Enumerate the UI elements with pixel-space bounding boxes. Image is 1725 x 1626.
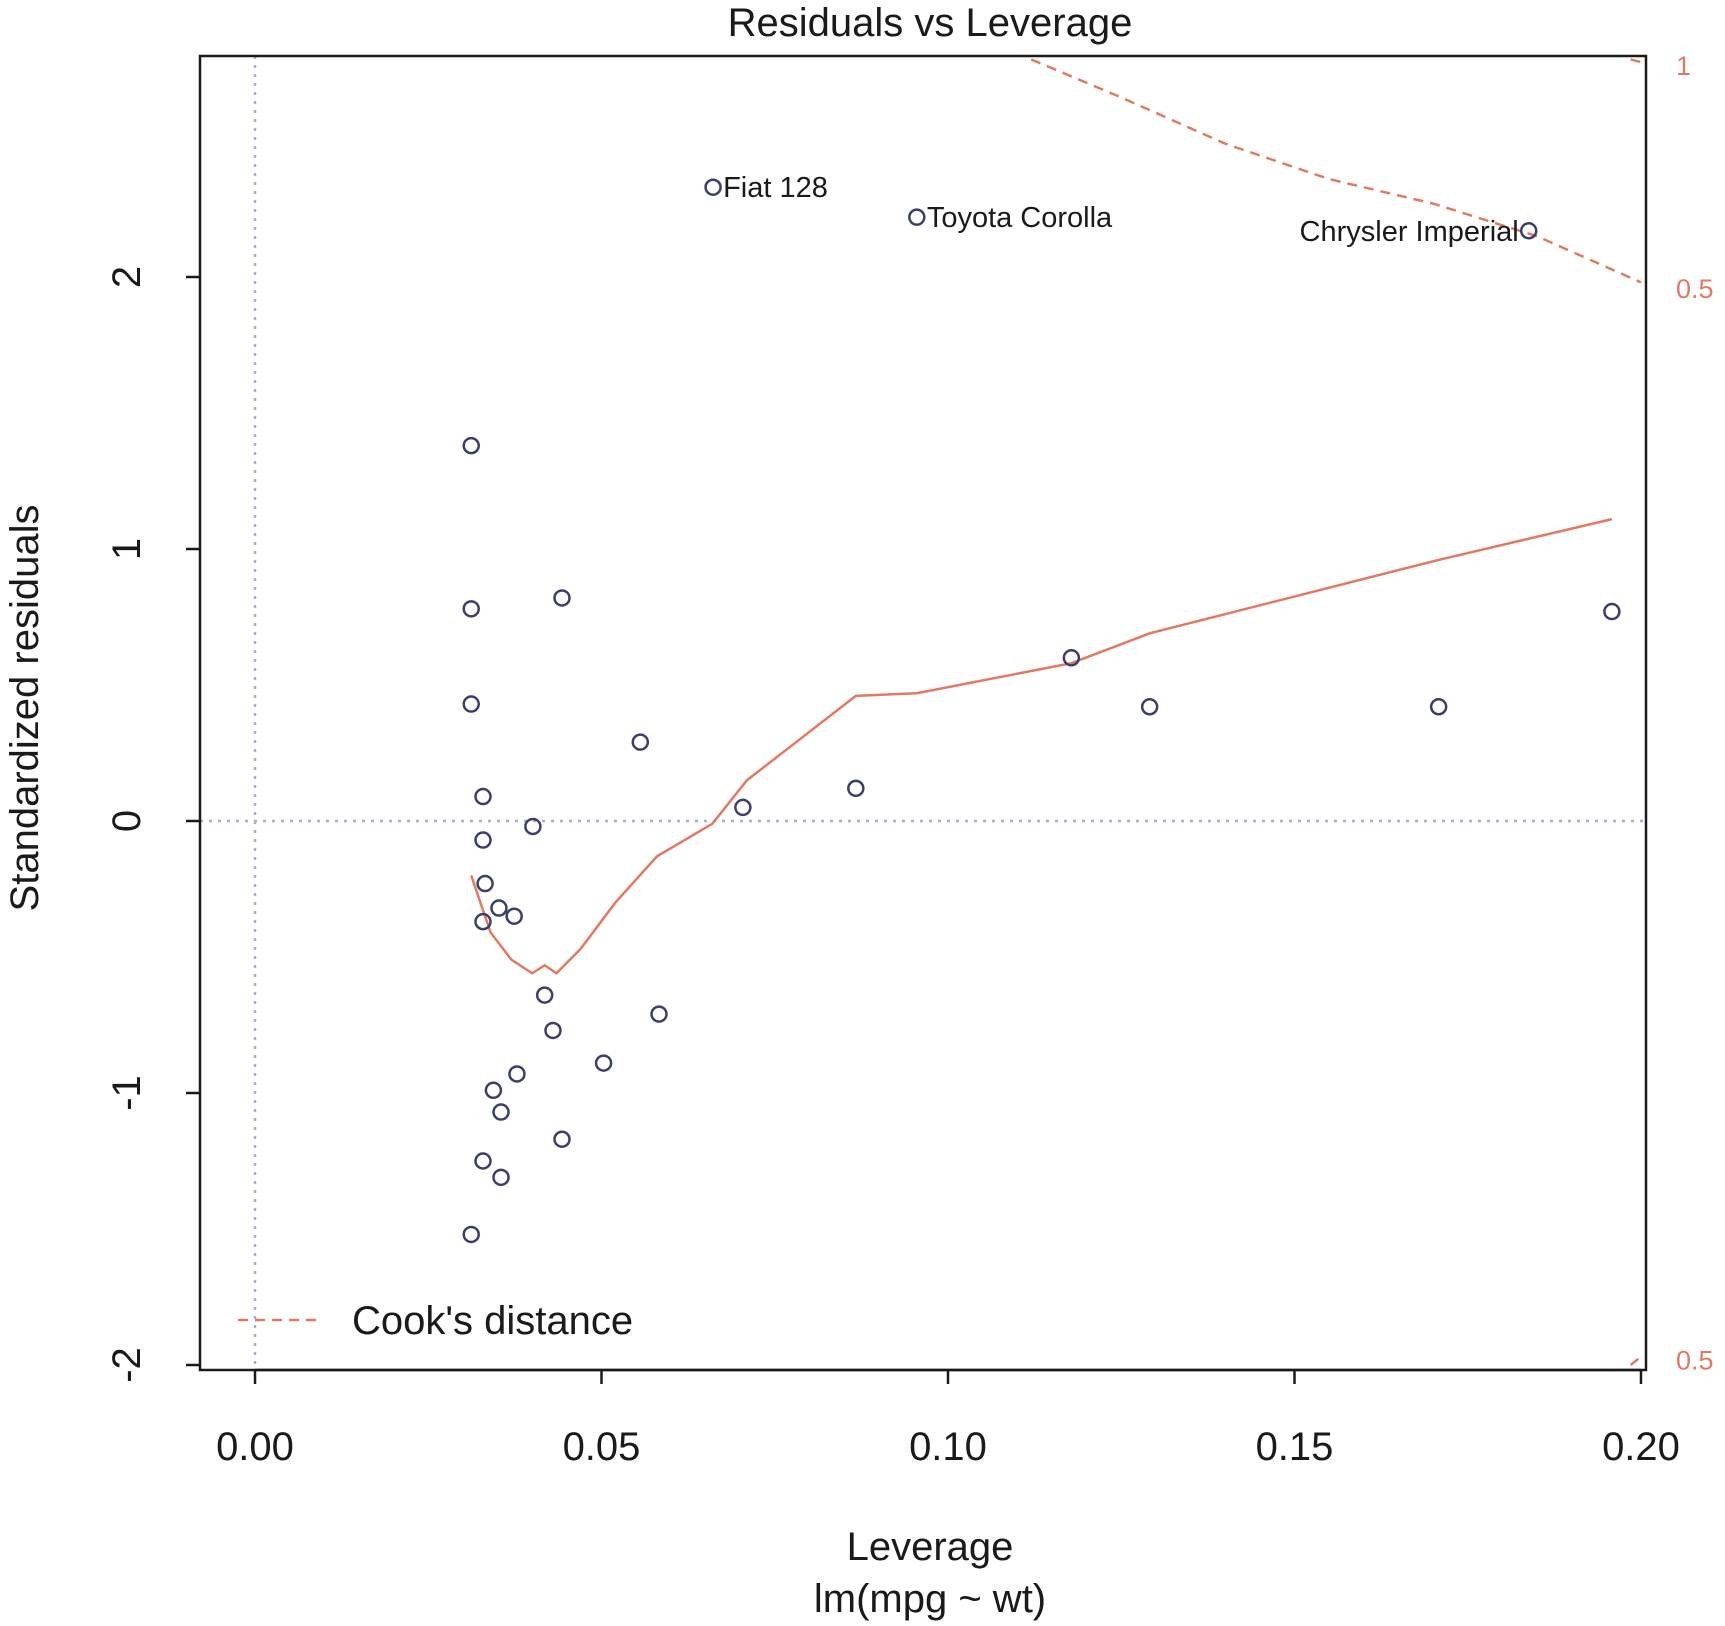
data-point [524,817,542,836]
y-axis-label: Standardized residuals [3,505,47,912]
y-tick-label: 2 [105,266,149,288]
data-point [553,589,571,607]
data-point [462,1225,480,1244]
data-point [1519,222,1538,240]
x-tick-label: 0.00 [216,1425,294,1469]
data-point [474,912,492,931]
data-point [847,779,865,798]
point-label: Fiat 128 [723,172,828,204]
data-point [1603,602,1621,621]
data-point [1140,698,1159,716]
data-point [553,1130,571,1148]
cooks-distance-line [1629,1355,1642,1366]
x-tick-label: 0.05 [563,1425,641,1469]
cooks-distance-label: 0.5 [1676,274,1714,304]
data-point [508,1065,526,1083]
series-group [470,58,1642,1366]
data-point [462,436,480,455]
data-point [1429,698,1448,716]
x-axis-label: Leverage [847,1525,1014,1569]
data-point [734,798,752,817]
data-point [474,831,492,849]
data-point [535,986,554,1004]
legend: Cook's distance [238,1299,633,1343]
data-point [476,874,494,893]
data-point [462,695,480,713]
data-point [505,907,523,925]
y-tick-label: -1 [105,1075,149,1111]
data-point [492,1103,510,1121]
legend-label: Cook's distance [352,1299,633,1343]
data-point [594,1054,613,1072]
data-point [704,178,722,196]
data-point [462,600,480,618]
cooks-distance-line [1630,58,1642,64]
data-point [474,787,492,806]
x-tick-label: 0.10 [909,1425,987,1469]
data-point [631,733,650,751]
data-point [490,899,508,917]
x-tick-label: 0.15 [1256,1425,1334,1469]
data-point [492,1168,510,1187]
plot-area: Fiat 128 Toyota Corolla Chrysler Imperial 0… [105,51,1714,1469]
x-tick-label: 0.20 [1602,1425,1680,1469]
smooth-line [470,517,1613,975]
y-tick-label: 1 [105,538,149,560]
chart-subtitle: lm(mpg ~ wt) [814,1577,1046,1621]
y-tick-label: 0 [105,810,149,832]
point-label: Toyota Corolla [927,202,1113,234]
cooks-distance-line [1030,58,1642,284]
data-point [484,1081,503,1100]
data-point [908,208,926,226]
plot-frame [198,54,1648,1372]
y-tick-label: -2 [105,1347,149,1383]
data-point [474,1152,492,1170]
data-point [650,1005,668,1023]
cooks-distance-label: 0.5 [1676,1346,1714,1376]
chart-title: Residuals vs Leverage [728,1,1133,45]
cooks-distance-label: 1 [1676,51,1691,81]
point-label: Chrysler Imperial [1300,216,1519,248]
data-point [1062,649,1081,667]
data-point [544,1021,562,1040]
